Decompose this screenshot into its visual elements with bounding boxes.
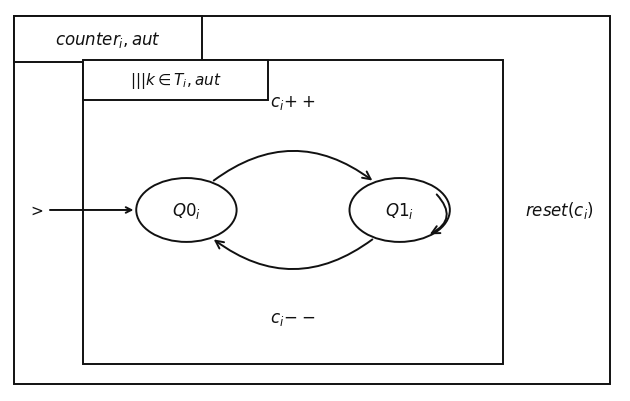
Bar <box>14 17 202 63</box>
Bar <box>83 61 503 364</box>
Text: $Q1_i$: $Q1_i$ <box>385 200 414 221</box>
Circle shape <box>350 178 450 242</box>
Text: $>$: $>$ <box>28 203 44 218</box>
Text: $Q0_i$: $Q0_i$ <box>172 200 201 221</box>
FancyArrowPatch shape <box>215 240 372 269</box>
Bar <box>83 61 268 101</box>
Text: $\mathit{|||k \in T_i, aut}$: $\mathit{|||k \in T_i, aut}$ <box>130 71 221 91</box>
FancyArrowPatch shape <box>432 195 447 234</box>
Text: $\mathit{counter}_i\mathit{, aut}$: $\mathit{counter}_i\mathit{, aut}$ <box>55 30 161 50</box>
Text: $reset(c_i)$: $reset(c_i)$ <box>525 200 594 221</box>
Circle shape <box>136 178 237 242</box>
FancyArrowPatch shape <box>214 152 370 181</box>
Text: $c_i\!-\!-$: $c_i\!-\!-$ <box>270 309 316 327</box>
Text: $c_i\!+\!+$: $c_i\!+\!+$ <box>270 94 316 112</box>
